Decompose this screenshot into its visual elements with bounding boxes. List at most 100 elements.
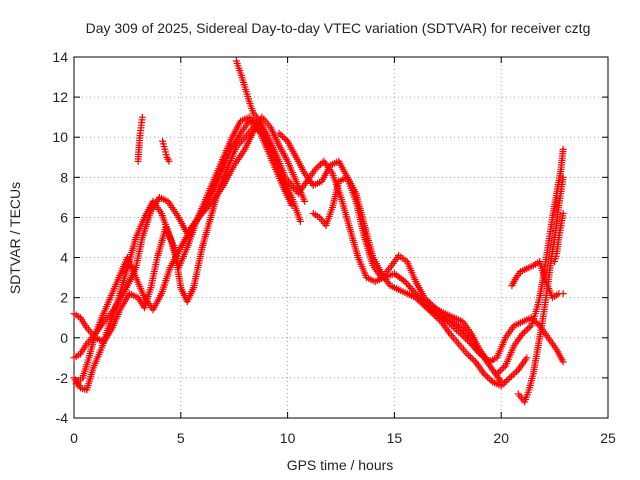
data-marker — [198, 209, 206, 217]
data-marker — [480, 370, 488, 378]
y-tick-label: -2 — [56, 370, 69, 386]
y-tick-label: 12 — [52, 89, 68, 105]
data-marker — [559, 145, 567, 153]
data-marker — [525, 323, 533, 331]
data-marker — [277, 131, 285, 139]
x-tick-label: 0 — [70, 430, 78, 446]
x-tick-label: 10 — [280, 430, 296, 446]
data-marker — [522, 327, 530, 335]
data-marker — [509, 371, 517, 379]
data-marker — [425, 298, 433, 306]
data-marker — [502, 377, 510, 385]
data-marker — [409, 286, 417, 294]
y-axis-ticks: -4 -2 0 2 4 6 8 10 12 14 — [52, 49, 608, 426]
chart-title: Day 309 of 2025, Sidereal Day-to-day VTE… — [86, 20, 591, 36]
data-marker — [138, 113, 146, 121]
data-marker — [484, 373, 492, 381]
data-marker — [420, 294, 428, 302]
data-marker — [434, 315, 442, 323]
data-marker — [207, 199, 215, 207]
data-marker — [278, 132, 286, 140]
y-tick-label: 6 — [60, 209, 68, 225]
grid — [74, 57, 608, 418]
data-marker — [204, 203, 212, 211]
data-marker — [282, 136, 290, 144]
data-markers — [70, 57, 567, 406]
data-marker — [407, 284, 415, 292]
data-marker — [519, 330, 527, 338]
data-marker — [419, 300, 427, 308]
data-marker — [313, 164, 321, 172]
data-marker — [436, 316, 444, 324]
data-marker — [511, 369, 519, 377]
y-tick-label: 0 — [60, 330, 68, 346]
data-marker — [245, 113, 253, 121]
data-marker — [507, 372, 515, 380]
data-marker — [487, 376, 495, 384]
data-marker — [410, 288, 418, 296]
data-marker — [559, 173, 567, 181]
data-marker — [506, 374, 514, 382]
y-axis-label: SDTVAR / TECUs — [7, 182, 23, 294]
data-marker — [201, 206, 209, 214]
data-marker — [532, 319, 540, 327]
data-marker — [406, 283, 414, 291]
data-marker — [165, 157, 173, 165]
data-marker — [454, 322, 462, 330]
data-marker — [559, 290, 567, 298]
data-marker — [431, 311, 439, 319]
data-marker — [497, 382, 505, 390]
data-marker — [249, 116, 257, 124]
data-marker — [458, 325, 466, 333]
data-marker — [316, 160, 324, 168]
data-marker — [284, 189, 292, 197]
data-marker — [432, 313, 440, 321]
data-marker — [206, 201, 214, 209]
data-marker — [513, 367, 521, 375]
x-tick-label: 20 — [493, 430, 509, 446]
data-marker — [465, 351, 473, 359]
data-marker — [311, 165, 319, 173]
data-marker — [301, 197, 309, 205]
data-marker — [429, 310, 437, 318]
data-marker — [413, 295, 421, 303]
data-marker — [247, 115, 255, 123]
data-marker — [422, 295, 430, 303]
data-marker — [500, 363, 508, 371]
y-tick-label: 4 — [60, 250, 68, 266]
data-marker — [463, 350, 471, 358]
y-tick-label: 10 — [52, 129, 68, 145]
data-marker — [559, 358, 567, 366]
data-marker — [412, 294, 420, 302]
data-marker — [466, 353, 474, 361]
data-marker — [203, 204, 211, 212]
data-marker — [275, 129, 283, 137]
data-marker — [559, 209, 567, 217]
data-marker — [482, 371, 490, 379]
data-marker — [493, 370, 501, 378]
data-marker — [404, 281, 412, 289]
x-axis-ticks: 0 5 10 15 20 25 — [70, 57, 616, 446]
data-marker — [499, 380, 507, 388]
data-marker — [520, 328, 528, 336]
plot-frame — [73, 56, 609, 419]
data-marker — [296, 217, 304, 225]
data-marker — [401, 278, 409, 286]
data-marker — [470, 356, 478, 364]
data-marker — [495, 368, 503, 376]
x-tick-label: 5 — [177, 430, 185, 446]
y-tick-label: -4 — [56, 410, 69, 426]
data-marker — [415, 297, 423, 305]
data-marker — [498, 365, 506, 373]
data-marker — [456, 323, 464, 331]
data-marker — [417, 298, 425, 306]
y-tick-label: 8 — [60, 169, 68, 185]
data-marker — [315, 162, 323, 170]
data-marker — [523, 354, 531, 362]
x-axis-label: GPS time / hours — [287, 457, 394, 473]
data-marker — [280, 134, 288, 142]
data-marker — [468, 355, 476, 363]
data-marker — [524, 325, 532, 333]
y-tick-label: 2 — [60, 290, 68, 306]
